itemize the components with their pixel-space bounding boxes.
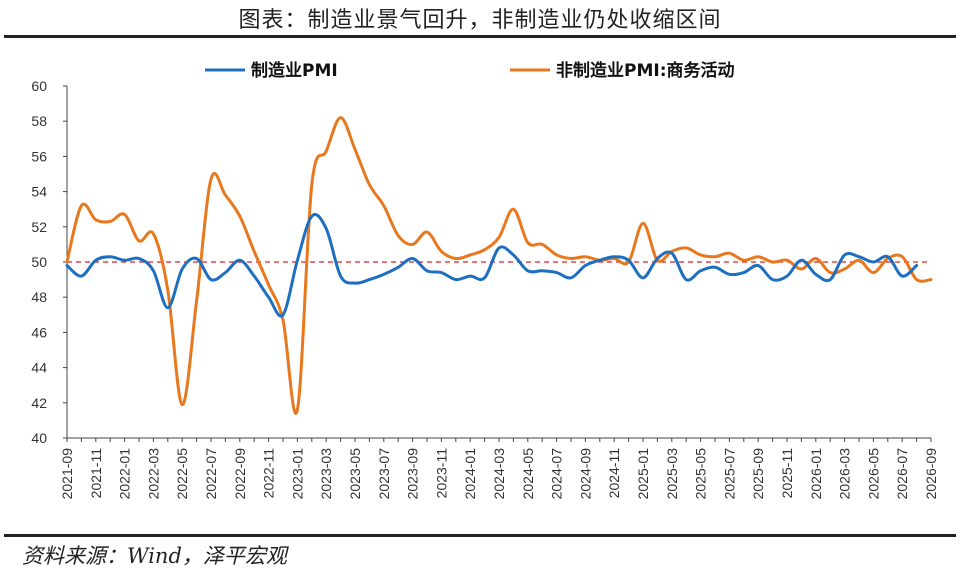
x-tick-label: 2022-01 [117, 448, 133, 500]
x-tick-label: 2023-01 [289, 448, 305, 500]
x-tick-label: 2023-09 [405, 448, 421, 500]
x-tick-label: 2025-01 [635, 448, 651, 500]
x-tick-label: 2024-11 [606, 448, 622, 499]
y-tick-label: 44 [31, 360, 47, 376]
x-tick-label: 2025-07 [721, 448, 737, 500]
x-tick-label: 2026-09 [923, 448, 939, 500]
x-tick-label: 2026-01 [808, 448, 824, 500]
legend-label-0: 制造业PMI [251, 60, 338, 81]
y-tick-label: 50 [31, 254, 47, 270]
bottom-rule [4, 534, 956, 537]
x-tick-label: 2026-03 [837, 448, 853, 500]
y-tick-label: 42 [31, 395, 47, 411]
x-tick-label: 2022-03 [145, 448, 161, 500]
y-tick-label: 46 [31, 324, 47, 340]
x-tick-label: 2024-01 [462, 448, 478, 500]
y-tick-label: 54 [31, 184, 47, 200]
y-tick-label: 58 [31, 113, 47, 129]
y-tick-label: 48 [31, 289, 47, 305]
x-tick-label: 2026-05 [865, 448, 881, 500]
x-tick-label: 2022-11 [261, 448, 277, 499]
series-line-non-manufacturing-pmi [65, 116, 933, 415]
x-tick-label: 2022-09 [232, 448, 248, 500]
y-tick-label: 60 [31, 78, 47, 94]
x-tick-label: 2024-07 [549, 448, 565, 500]
x-tick-label: 2022-07 [203, 448, 219, 500]
top-rule [4, 35, 956, 38]
x-tick-label: 2023-03 [318, 448, 334, 500]
x-tick-label: 2023-05 [347, 448, 363, 500]
pmi-line-chart: 40 42 44 46 48 50 52 54 56 58 60 2021-09 2021-11 2022… [31, 60, 939, 500]
x-tick-label: 2025-09 [750, 448, 766, 500]
chart-title: 图表：制造业景气回升，非制造业仍处收缩区间 [238, 8, 722, 33]
series-line-manufacturing-pmi [65, 213, 919, 318]
x-tick-label: 2022-05 [174, 448, 190, 500]
source-note: 资料来源：Wind，泽平宏观 [22, 544, 287, 568]
x-tick-label: 2023-07 [376, 448, 392, 500]
x-tick-label: 2024-05 [520, 448, 536, 500]
x-tick-label: 2025-05 [693, 448, 709, 500]
x-tick-label: 2024-09 [577, 448, 593, 500]
x-tick-label: 2024-03 [491, 448, 507, 500]
x-tick-label: 2025-03 [664, 448, 680, 500]
x-tick-label: 2023-11 [433, 448, 449, 499]
x-tick-label: 2026-07 [894, 448, 910, 500]
x-tick-label: 2021-09 [59, 448, 75, 500]
x-tick-label: 2021-11 [88, 448, 104, 499]
y-tick-label: 40 [31, 430, 47, 446]
y-tick-label: 52 [31, 219, 47, 235]
x-tick-label: 2025-11 [779, 448, 795, 499]
legend-label-1: 非制造业PMI:商务活动 [556, 60, 735, 81]
y-tick-label: 56 [31, 148, 47, 164]
